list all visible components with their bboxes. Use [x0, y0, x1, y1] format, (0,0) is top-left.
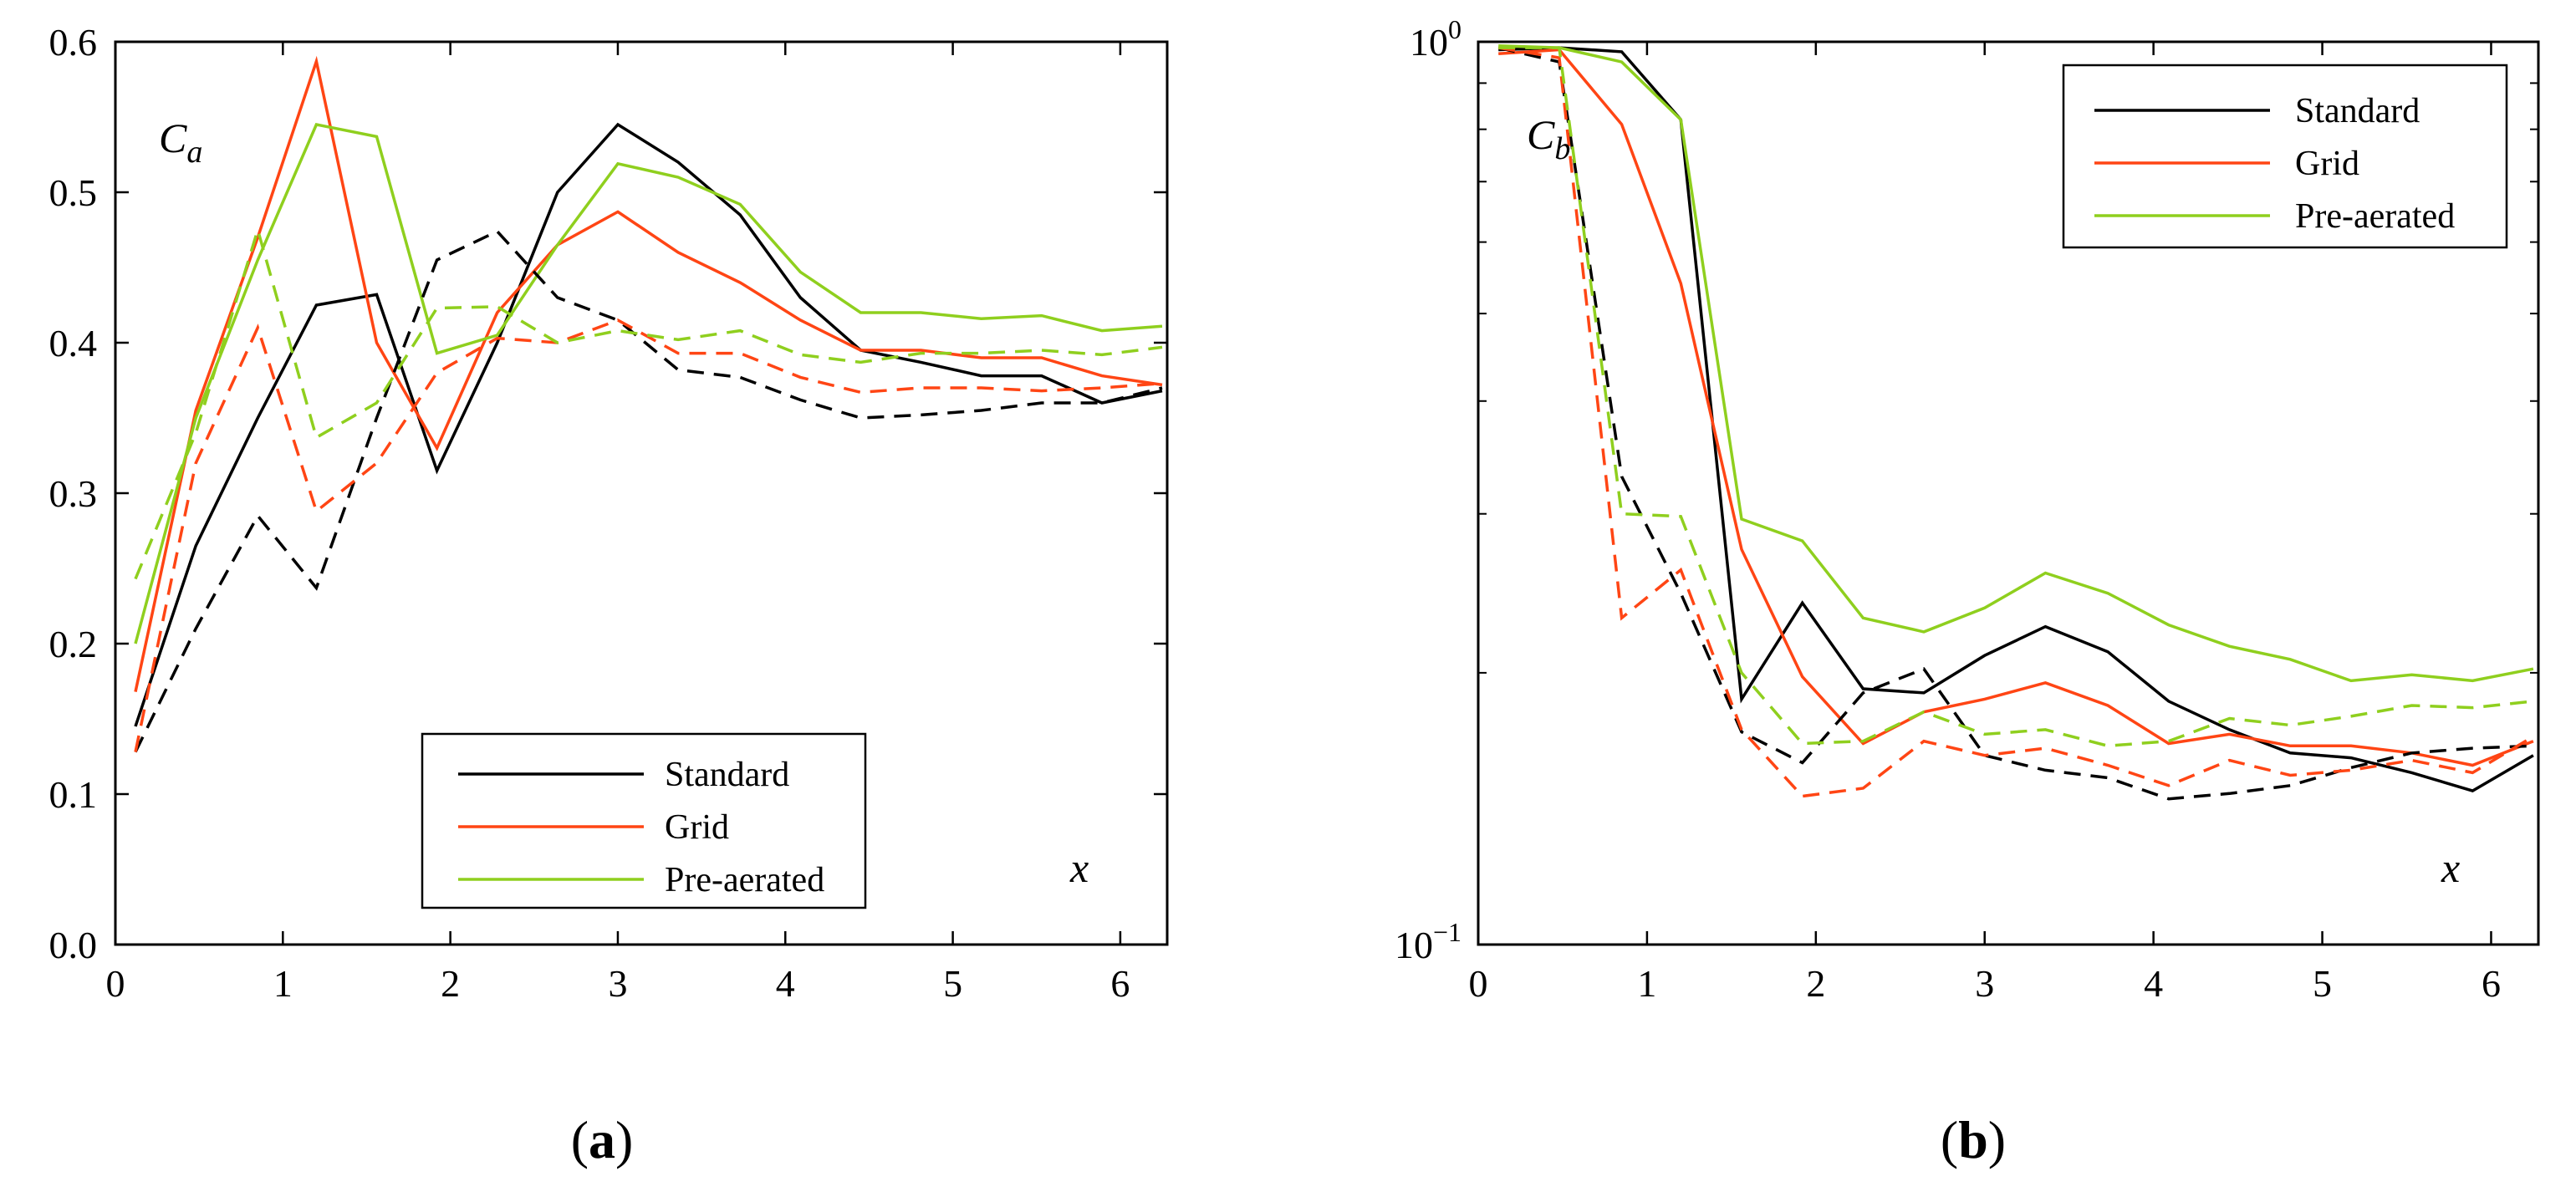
- panel-a-ylabel: Ca: [159, 115, 202, 170]
- panel-a-xtick-label: 6: [1110, 962, 1130, 1005]
- panel-a-xtick-label: 0: [106, 962, 125, 1005]
- panel-b-xlabel: x: [2441, 844, 2460, 891]
- panel-a-legend-label-standard: Standard: [665, 756, 789, 794]
- panel-b-series-standard-dashed: [1497, 46, 2533, 801]
- panel-a-ytick-label: 0.3: [49, 472, 98, 515]
- panel-b-legend-label-pre-aerated: Pre-aerated: [2295, 197, 2455, 236]
- panel-b-ytick-label: 100: [1410, 14, 1461, 64]
- panel-a-series-grid: [134, 55, 1163, 692]
- panel-a-xtick-label: 1: [273, 962, 293, 1005]
- panel-b-series-pre-aerated-dashed: [1498, 46, 2534, 748]
- panel-a-xtick-label: 4: [776, 962, 795, 1005]
- panel-b-xtick-label: 3: [1975, 962, 1994, 1005]
- panel-a-series-pre-aerated: [134, 123, 1163, 644]
- panel-a-label: (a): [571, 1110, 634, 1169]
- panel-b-xtick-label: 0: [1469, 962, 1488, 1005]
- panel-b-series-grid-dashed: [1497, 46, 2534, 798]
- panel-a-legend-label-grid: Grid: [665, 808, 729, 847]
- panel-b-legend-label-standard: Standard: [2295, 92, 2420, 130]
- panel-b-xtick-label: 6: [2482, 962, 2501, 1005]
- panel-b-legend: Standard Grid Pre-aerated: [2062, 64, 2508, 249]
- panel-a-series-standard: [134, 122, 1163, 727]
- panel-a-legend-label-pre-aerated: Pre-aerated: [665, 861, 824, 899]
- panel-a-ytick-label: 0.2: [49, 623, 98, 665]
- panel-b-label: (b): [1941, 1110, 2006, 1169]
- panel-b-frame: [1477, 40, 2540, 946]
- panel-a-xtick-label: 5: [943, 962, 962, 1005]
- panel-a-xtick-label: 2: [441, 962, 460, 1005]
- panel-a-series-grid-dashed: [134, 318, 1163, 752]
- panel-b-ylabel: Cb: [1527, 111, 1570, 166]
- panel-a-ytick-label: 0.6: [49, 21, 98, 64]
- panel-a-series-pre-aerated-dashed: [134, 224, 1163, 580]
- panel-a-ytick-label: 0.1: [49, 773, 98, 816]
- panel-a-ytick-label: 0.4: [49, 322, 98, 364]
- panel-a-xlabel: x: [1069, 844, 1089, 891]
- panel-b-ytick-label: 10−1: [1395, 917, 1461, 966]
- panel-b-series-pre-aerated: [1498, 43, 2534, 683]
- panel-b-series-grid: [1498, 48, 2534, 767]
- panel-b-xtick-label: 1: [1637, 962, 1656, 1005]
- panel-a-xtick-label: 3: [608, 962, 627, 1005]
- panel-b-xtick-label: 5: [2313, 962, 2332, 1005]
- panel-b-legend-box: [2062, 64, 2508, 249]
- panel-a-ytick-label: 0.0: [49, 924, 98, 966]
- panel-b: 0 1 2 3 4 5 6 10−1 100 Cb x Standard Grid Pre-aera…: [1395, 14, 2540, 1169]
- panel-b-xtick-label: 2: [1806, 962, 1825, 1005]
- panel-a: 0 1 2 3 4 5 6 0.0 0.1 0.2 0.3 0.4 0.5 0.6 Ca x Standa…: [49, 21, 1169, 1169]
- panel-a-legend: Standard Grid Pre-aerated: [421, 732, 867, 909]
- panel-a-ytick-label: 0.5: [49, 171, 98, 214]
- panel-b-xtick-label: 4: [2144, 962, 2163, 1005]
- panel-a-series-standard-dashed: [134, 229, 1163, 753]
- panel-b-legend-label-grid: Grid: [2295, 145, 2359, 183]
